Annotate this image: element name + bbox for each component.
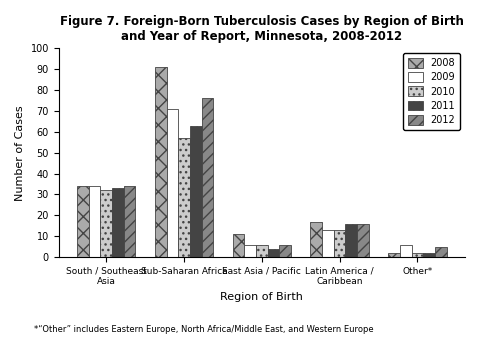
- Bar: [167, 109, 178, 257]
- Bar: [357, 224, 369, 257]
- Bar: [233, 234, 244, 257]
- Bar: [89, 186, 100, 257]
- Bar: [400, 245, 411, 257]
- Bar: [244, 245, 256, 257]
- Text: *“Other” includes Eastern Europe, North Africa/Middle East, and Western Europe: *“Other” includes Eastern Europe, North …: [34, 325, 373, 334]
- Bar: [77, 186, 89, 257]
- Bar: [178, 138, 190, 257]
- Bar: [155, 67, 167, 257]
- Legend: 2008, 2009, 2010, 2011, 2012: 2008, 2009, 2010, 2011, 2012: [403, 53, 460, 130]
- Bar: [100, 190, 112, 257]
- Title: Figure 7. Foreign-Born Tuberculosis Cases by Region of Birth
and Year of Report,: Figure 7. Foreign-Born Tuberculosis Case…: [60, 15, 464, 43]
- Bar: [311, 222, 322, 257]
- Bar: [112, 188, 124, 257]
- Bar: [190, 126, 202, 257]
- Bar: [268, 249, 279, 257]
- Bar: [124, 186, 135, 257]
- X-axis label: Region of Birth: Region of Birth: [220, 292, 303, 302]
- Bar: [322, 230, 334, 257]
- Bar: [334, 230, 346, 257]
- Bar: [388, 253, 400, 257]
- Bar: [256, 245, 268, 257]
- Bar: [423, 253, 435, 257]
- Y-axis label: Number of Cases: Number of Cases: [15, 105, 25, 201]
- Bar: [411, 253, 423, 257]
- Bar: [346, 224, 357, 257]
- Bar: [279, 245, 291, 257]
- Bar: [202, 98, 213, 257]
- Bar: [435, 247, 446, 257]
